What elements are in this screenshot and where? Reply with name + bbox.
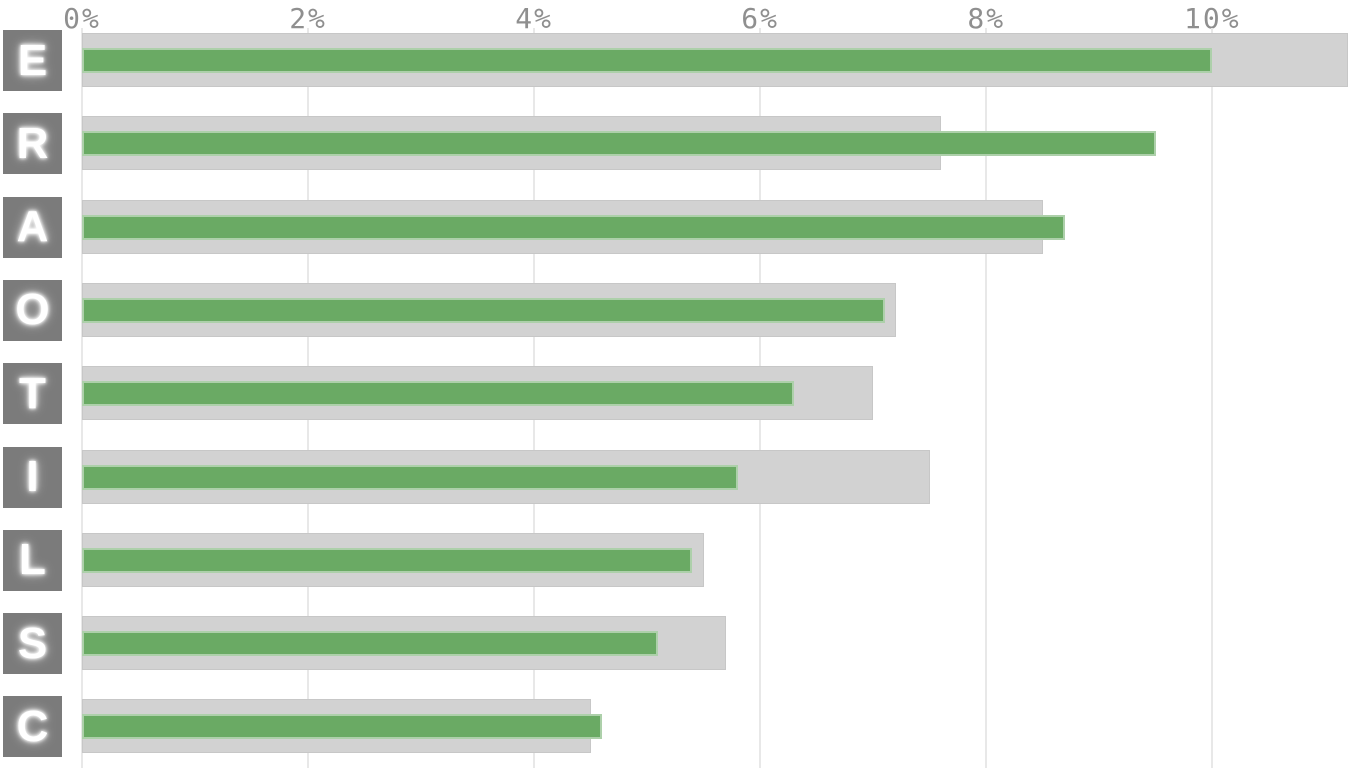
- tile-letter: A: [16, 202, 49, 252]
- value-bar: [82, 214, 1066, 240]
- chart-row: C: [0, 696, 1366, 768]
- chart-row: R: [0, 113, 1366, 197]
- letter-tile: A: [3, 196, 62, 258]
- value-bar: [82, 714, 602, 740]
- tile-letter: C: [16, 701, 49, 751]
- value-bar: [82, 547, 693, 573]
- tile-letter: R: [16, 118, 49, 168]
- value-bar: [82, 48, 1213, 73]
- letter-tile: T: [3, 363, 62, 425]
- letter-tile: O: [3, 279, 62, 341]
- tile-letter: T: [19, 368, 46, 418]
- chart-row: I: [0, 446, 1366, 531]
- chart-row: S: [0, 613, 1366, 697]
- chart-row: O: [0, 279, 1366, 364]
- letter-tile: R: [3, 113, 62, 175]
- tile-letter: I: [26, 452, 39, 501]
- tile-letter: L: [19, 535, 46, 585]
- chart-row: A: [0, 196, 1366, 281]
- letter-tile: I: [3, 446, 62, 508]
- letter-tile: E: [3, 30, 62, 91]
- value-bar: [82, 631, 659, 657]
- tile-letter: E: [17, 35, 48, 85]
- value-bar: [82, 297, 885, 323]
- tile-letter: O: [15, 285, 50, 335]
- value-bar: [82, 131, 1156, 157]
- letter-tile: L: [3, 529, 62, 591]
- value-bar: [82, 381, 795, 407]
- chart-row: T: [0, 363, 1366, 447]
- gridline: [985, 28, 988, 768]
- value-bar: [82, 464, 738, 490]
- letter-tile: C: [3, 696, 62, 758]
- chart-row: E: [0, 30, 1366, 114]
- tile-letter: S: [17, 618, 48, 668]
- chart-row: L: [0, 529, 1366, 614]
- letter-tile: S: [3, 613, 62, 675]
- gridline: [1211, 28, 1214, 768]
